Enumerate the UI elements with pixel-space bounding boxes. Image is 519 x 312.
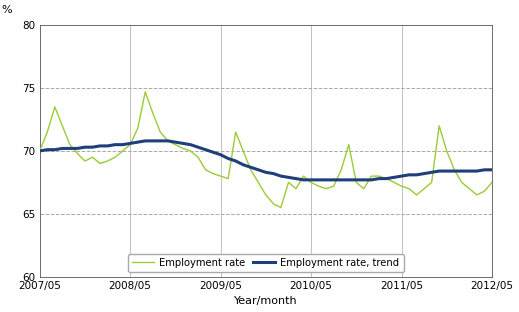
Text: %: % (2, 5, 12, 15)
Employment rate (278, 206, 284, 209)
Employment rate, trend (361, 178, 367, 182)
Employment rate, trend (142, 139, 148, 143)
X-axis label: Year/month: Year/month (234, 296, 298, 306)
Employment rate, trend (301, 178, 307, 182)
Employment rate (353, 181, 359, 184)
Employment rate (361, 187, 367, 191)
Employment rate (142, 90, 148, 94)
Employment rate, trend (157, 139, 163, 143)
Employment rate (37, 149, 43, 153)
Employment rate, trend (225, 157, 231, 160)
Employment rate (157, 130, 163, 134)
Line: Employment rate, trend: Employment rate, trend (40, 141, 519, 180)
Legend: Employment rate, Employment rate, trend: Employment rate, Employment rate, trend (128, 254, 404, 272)
Line: Employment rate: Employment rate (40, 92, 519, 207)
Employment rate, trend (353, 178, 359, 182)
Employment rate (165, 139, 171, 143)
Employment rate, trend (37, 149, 43, 153)
Employment rate, trend (165, 139, 171, 143)
Employment rate (225, 177, 231, 180)
